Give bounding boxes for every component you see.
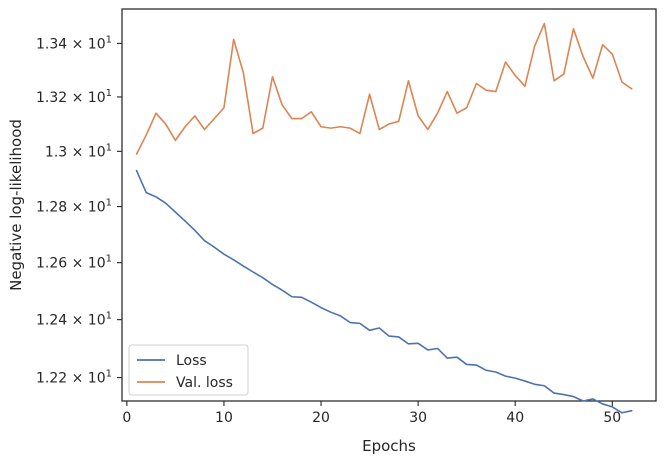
legend-label: Loss — [176, 353, 207, 369]
plot-area — [121, 8, 657, 402]
y-axis-ticks: 1.22 × 101 1.24 × 101 1.26 × 101 1.28 × 101… — [36, 34, 122, 387]
x-tick-label: 50 — [603, 410, 621, 426]
x-tick-label: 10 — [215, 410, 233, 426]
x-tick-label: 20 — [312, 410, 330, 426]
y-tick-label: 1.3 × 101 — [45, 142, 112, 160]
y-tick-label: 1.34 × 101 — [36, 34, 112, 52]
y-tick-label: 1.32 × 101 — [36, 88, 112, 106]
legend-label: Val. loss — [176, 375, 233, 391]
y-tick-label: 1.24 × 101 — [36, 311, 112, 329]
x-tick-label: 0 — [122, 410, 131, 426]
y-tick-label: 1.28 × 101 — [36, 198, 112, 216]
x-axis-title: Epochs — [362, 437, 416, 455]
y-axis-title: Negative log-likelihood — [7, 119, 25, 291]
series-line-val-loss — [135, 22, 633, 155]
y-tick-label: 1.22 × 101 — [36, 369, 112, 387]
x-tick-label: 40 — [506, 410, 524, 426]
series-line-loss — [135, 169, 633, 414]
axes-frame — [121, 8, 657, 402]
x-axis-ticks: 0 10 20 30 40 50 — [122, 401, 621, 426]
y-tick-label: 1.26 × 101 — [36, 254, 112, 272]
series-layer — [135, 22, 633, 414]
x-tick-label: 30 — [409, 410, 427, 426]
legend: Loss Val. loss — [128, 344, 249, 396]
